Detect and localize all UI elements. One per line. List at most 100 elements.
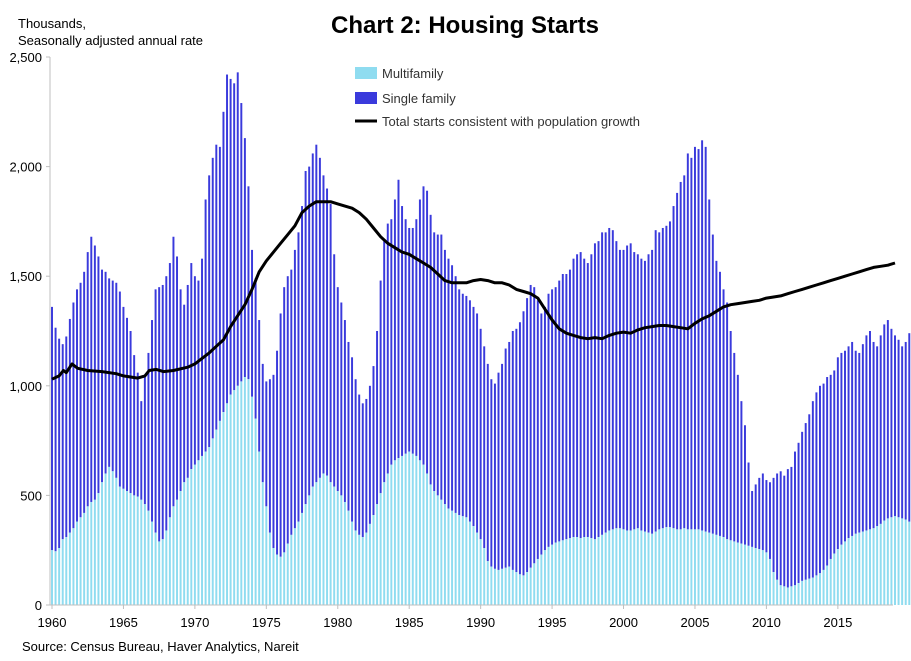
bar-single-family	[618, 249, 621, 529]
bar-multifamily	[118, 486, 121, 605]
bar-multifamily	[508, 566, 511, 605]
bar-multifamily	[622, 529, 625, 605]
bar-single-family	[297, 232, 300, 522]
bar-single-family	[768, 482, 771, 559]
bar-single-family	[554, 287, 557, 543]
bar-multifamily	[447, 508, 450, 605]
bar-single-family	[593, 243, 596, 540]
bar-multifamily	[786, 587, 789, 605]
bar-multifamily	[876, 526, 879, 605]
bar-multifamily	[497, 569, 500, 605]
bar-single-family	[226, 74, 229, 404]
bar-single-family	[872, 341, 875, 529]
bar-single-family	[486, 363, 489, 562]
bar-multifamily	[561, 540, 564, 605]
x-tick-label: 1965	[109, 615, 138, 630]
bar-multifamily	[93, 499, 96, 605]
bar-single-family	[183, 304, 186, 483]
bar-single-family	[365, 398, 368, 533]
bar-multifamily	[190, 469, 193, 605]
bar-single-family	[79, 282, 82, 518]
bar-multifamily	[783, 586, 786, 605]
bar-multifamily	[336, 491, 339, 605]
bar-multifamily	[654, 531, 657, 605]
bar-multifamily	[72, 528, 75, 605]
bar-multifamily	[883, 520, 886, 605]
y-tick-label: 0	[35, 598, 42, 613]
bar-single-family	[765, 480, 768, 553]
bar-multifamily	[683, 528, 686, 605]
bar-multifamily	[286, 543, 289, 605]
bar-single-family	[340, 302, 343, 496]
bar-multifamily	[844, 541, 846, 605]
bar-multifamily	[493, 568, 496, 605]
bar-single-family	[786, 469, 789, 588]
bar-single-family	[690, 157, 693, 530]
bar-multifamily	[822, 569, 825, 605]
bar-multifamily	[758, 549, 761, 605]
y-tick-label: 500	[20, 488, 42, 503]
bar-multifamily	[133, 495, 136, 605]
bar-single-family	[597, 241, 600, 538]
bar-multifamily	[193, 464, 196, 605]
bar-multifamily	[647, 532, 650, 605]
bar-multifamily	[236, 385, 239, 605]
bar-multifamily	[629, 530, 632, 605]
bar-multifamily	[104, 473, 107, 605]
bar-multifamily	[183, 482, 186, 605]
bar-single-family	[615, 241, 618, 529]
bar-multifamily	[754, 548, 757, 605]
bar-single-family	[279, 313, 282, 557]
bar-multifamily	[397, 458, 400, 605]
bar-multifamily	[168, 517, 171, 605]
bar-multifamily	[558, 541, 561, 605]
bar-multifamily	[347, 510, 350, 605]
bar-multifamily	[490, 566, 493, 605]
bar-single-family	[283, 287, 286, 553]
bar-multifamily	[443, 504, 446, 605]
bar-single-family	[379, 280, 382, 494]
bar-single-family	[129, 331, 132, 494]
bar-single-family	[897, 339, 900, 518]
x-tick-label: 1980	[323, 615, 352, 630]
x-tick-label: 2000	[609, 615, 638, 630]
bar-single-family	[665, 225, 668, 528]
bar-multifamily	[794, 585, 796, 605]
bar-multifamily	[861, 531, 864, 605]
legend-swatch-multifamily	[355, 67, 377, 79]
bar-single-family	[651, 249, 654, 534]
bar-multifamily	[901, 518, 904, 605]
x-tick-label: 1960	[38, 615, 67, 630]
source-note: Source: Census Bureau, Haver Analytics, …	[22, 639, 299, 654]
bar-single-family	[815, 392, 818, 576]
bar-single-family	[165, 276, 168, 531]
bar-single-family	[386, 223, 389, 474]
bar-single-family	[658, 232, 661, 530]
bar-single-family	[501, 363, 504, 569]
bar-single-family	[243, 138, 246, 378]
bar-multifamily	[479, 539, 482, 605]
bar-multifamily	[790, 586, 793, 605]
bars-layer	[51, 72, 911, 605]
bar-single-family	[540, 313, 543, 555]
bar-single-family	[372, 366, 375, 516]
bar-single-family	[286, 276, 289, 544]
bar-multifamily	[908, 521, 911, 605]
bar-multifamily	[815, 575, 818, 605]
bar-multifamily	[801, 580, 804, 605]
bar-multifamily	[765, 552, 768, 605]
x-tick-label: 1970	[180, 615, 209, 630]
bar-single-family	[408, 227, 411, 452]
bar-multifamily	[729, 540, 732, 605]
bar-multifamily	[61, 539, 64, 605]
bar-multifamily	[722, 537, 725, 605]
bar-single-family	[93, 245, 96, 500]
bar-single-family	[61, 344, 64, 540]
bar-multifamily	[618, 528, 621, 605]
bar-multifamily	[304, 504, 307, 605]
bar-single-family	[493, 383, 496, 569]
chart-title: Chart 2: Housing Starts	[331, 12, 599, 39]
bar-single-family	[215, 144, 218, 430]
bar-single-family	[779, 471, 782, 586]
bar-multifamily	[586, 537, 589, 605]
